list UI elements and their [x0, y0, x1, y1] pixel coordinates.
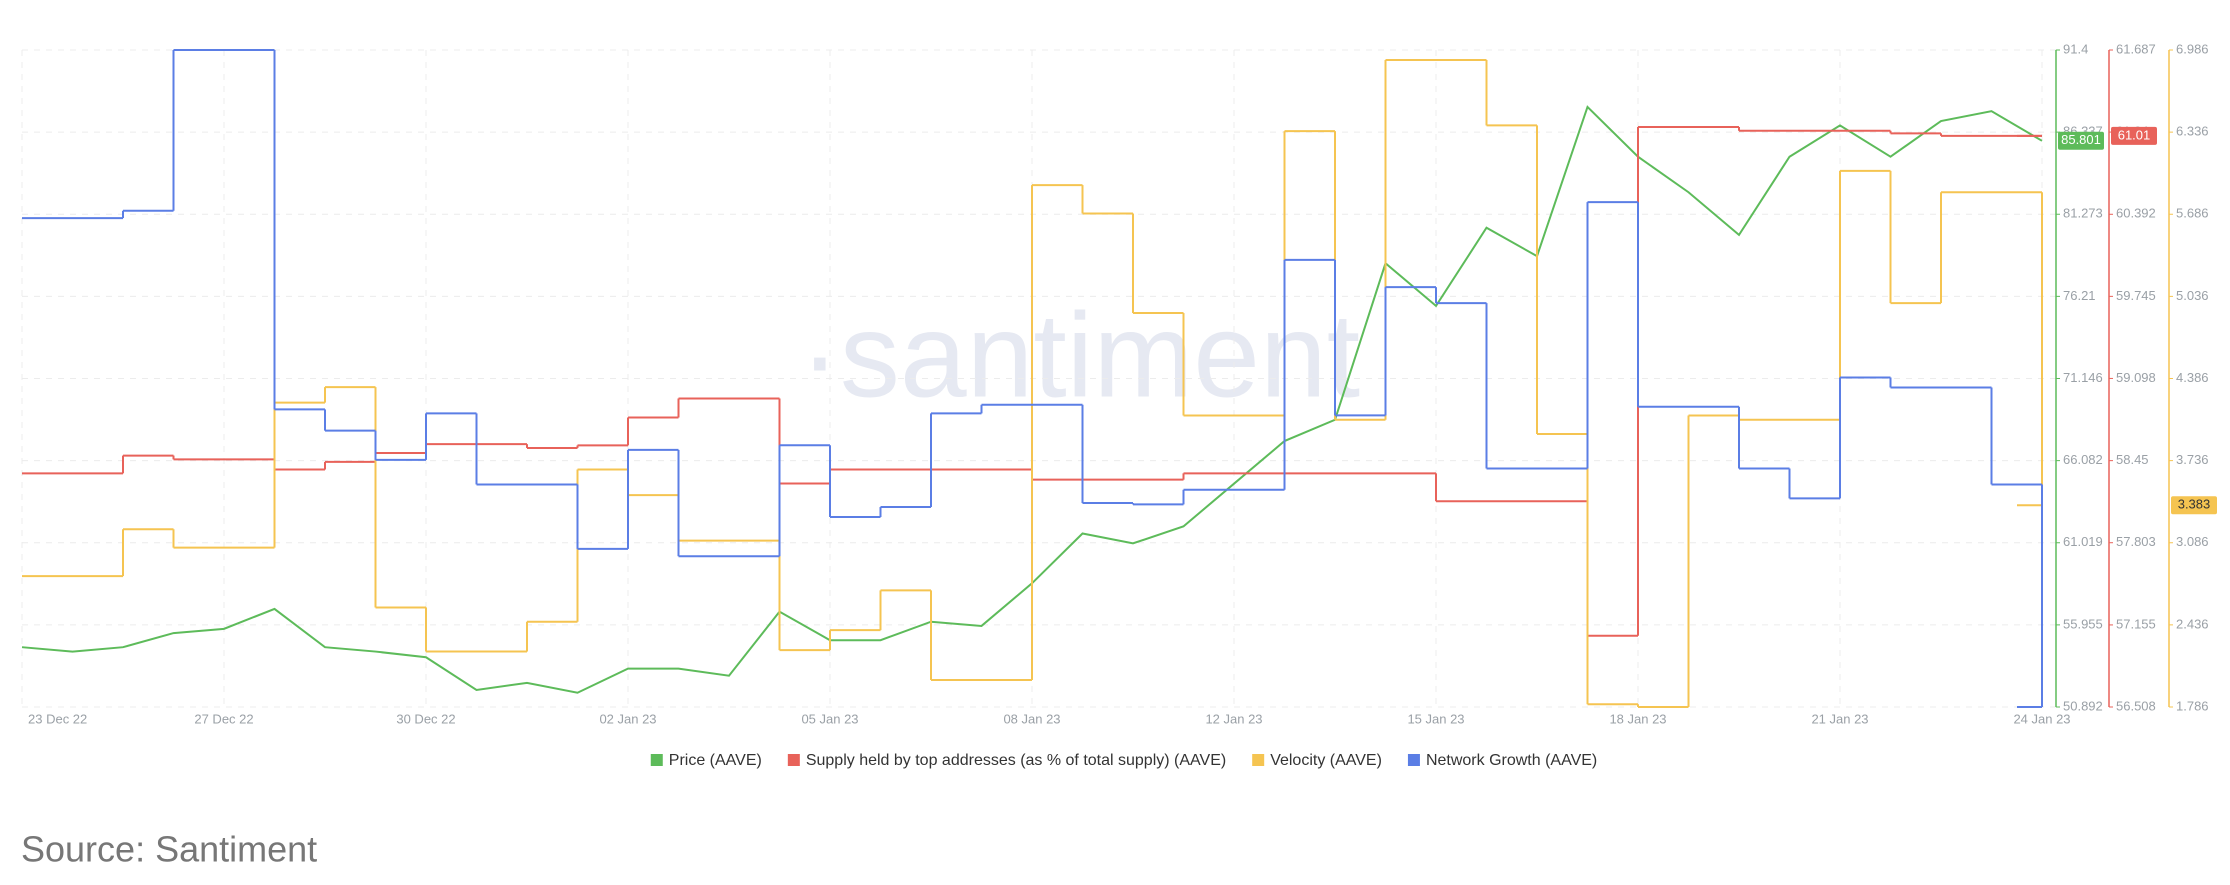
legend-label: Price (AAVE) [669, 752, 762, 769]
x-tick-label: 24 Jan 23 [2013, 711, 2070, 726]
x-tick-label: 15 Jan 23 [1407, 711, 1464, 726]
x-tick-label: 21 Jan 23 [1811, 711, 1868, 726]
y-tick-label: 50.892 [2063, 698, 2103, 713]
legend-item[interactable]: Velocity (AAVE) [1252, 752, 1382, 769]
legend-label: Supply held by top addresses (as % of to… [806, 752, 1226, 769]
y-tick-label: 59.745 [2116, 288, 2156, 303]
y-tick-label: 81.273 [2063, 206, 2103, 221]
legend-label: Velocity (AAVE) [1270, 752, 1382, 769]
source-note: Source: Santiment [21, 829, 317, 870]
y-tick-label: 6.986 [2176, 41, 2209, 56]
y-tick-label: 57.803 [2116, 534, 2156, 549]
x-tick-label: 02 Jan 23 [599, 711, 656, 726]
last-value-label: 3.383 [2178, 497, 2211, 512]
legend-item[interactable]: Network Growth (AAVE) [1407, 752, 1597, 769]
y-tick-label: 4.386 [2176, 370, 2209, 385]
legend-swatch [1252, 754, 1265, 766]
legend-swatch [650, 754, 663, 766]
y-tick-label: 5.686 [2176, 206, 2209, 221]
y-tick-label: 61.687 [2116, 41, 2156, 56]
x-tick-label: 30 Dec 22 [396, 711, 455, 726]
series [22, 49, 2043, 708]
x-tick-label: 12 Jan 23 [1205, 711, 1262, 726]
last-value-badge [2171, 496, 2217, 515]
y-tick-label: 91.4 [2063, 41, 2088, 56]
y-tick-label: 5.036 [2176, 288, 2209, 303]
y-tick-label: 56.508 [2116, 698, 2156, 713]
y-tick-label: 3.086 [2176, 534, 2209, 549]
x-tick-label: 08 Jan 23 [1003, 711, 1060, 726]
last-value-label: 85.801 [2061, 132, 2101, 147]
y-tick-label: 2.436 [2176, 616, 2209, 631]
y-tick-label: 55.955 [2063, 616, 2103, 631]
x-tick-label: 18 Jan 23 [1609, 711, 1666, 726]
x-tick-label: 05 Jan 23 [801, 711, 858, 726]
y-tick-label: 60.392 [2116, 206, 2156, 221]
legend-item[interactable]: Price (AAVE) [650, 752, 762, 769]
y-tick-label: 71.146 [2063, 370, 2103, 385]
y-tick-label: 57.155 [2116, 616, 2156, 631]
y-tick-label: 58.45 [2116, 452, 2149, 467]
last-value-label: 61.01 [2118, 127, 2151, 142]
last-value-badge [2111, 126, 2157, 145]
legend: Price (AAVE) Supply held by top addresses… [650, 752, 1597, 769]
y-tick-label: 59.098 [2116, 370, 2156, 385]
legend-item[interactable]: Supply held by top addresses (as % of to… [787, 752, 1226, 769]
y-tick-label: 61.019 [2063, 534, 2103, 549]
watermark: ·santiment [800, 289, 1360, 423]
legend-swatch [1407, 754, 1420, 766]
last-value-badge [2058, 131, 2104, 150]
y-tick-label: 1.786 [2176, 698, 2209, 713]
series [22, 58, 2043, 708]
y-tick-label: 6.336 [2176, 124, 2209, 139]
legend-swatch [787, 754, 800, 766]
y-tick-label: 66.082 [2063, 452, 2103, 467]
y-tick-label: 76.21 [2063, 288, 2096, 303]
x-tick-label: 23 Dec 22 [28, 711, 87, 726]
x-tick-label: 27 Dec 22 [194, 711, 253, 726]
legend-label: Network Growth (AAVE) [1426, 752, 1597, 769]
y-tick-label: 3.736 [2176, 452, 2209, 467]
